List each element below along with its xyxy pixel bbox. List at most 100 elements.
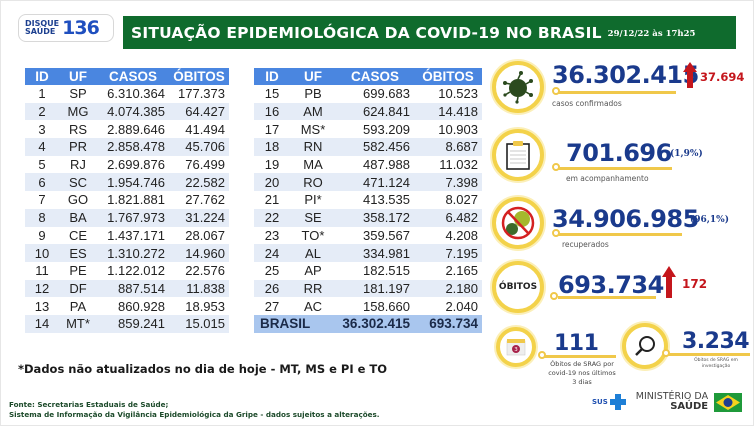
cell-casos: 860.928 bbox=[118, 298, 165, 314]
cell-casos: 1.122.012 bbox=[107, 263, 165, 279]
cell-uf: RO bbox=[290, 173, 336, 192]
table-row: 26 RR 181.197 2.180 bbox=[254, 279, 482, 298]
underline-dot bbox=[552, 229, 560, 237]
deaths-badge: ÓBITOS bbox=[498, 282, 538, 292]
underline bbox=[558, 296, 656, 299]
deaths-delta: 172 bbox=[682, 277, 708, 291]
cell-id: 6 bbox=[25, 173, 59, 192]
cell-obitos: 64.427 bbox=[169, 102, 229, 121]
recovered-value: 34.906.985 bbox=[552, 205, 699, 233]
up-arrow-icon bbox=[662, 266, 676, 298]
table-row: 15 PB 699.683 10.523 bbox=[254, 85, 482, 103]
sus-cross-icon bbox=[609, 394, 626, 410]
table-row: 17 MS* 593.209 10.903 bbox=[254, 120, 482, 138]
cell-obitos: 28.067 bbox=[185, 227, 225, 243]
cell-casos: 582.456 bbox=[336, 138, 414, 156]
up-arrow-icon bbox=[683, 62, 697, 88]
total-obitos: 693.734 bbox=[414, 314, 482, 333]
cell-id: 4 bbox=[25, 138, 59, 156]
cell-id: 22 bbox=[254, 208, 290, 227]
table-row: 25 AP 182.515 2.165 bbox=[254, 262, 482, 280]
cell-casos: 1.437.171 bbox=[107, 227, 165, 243]
virus-icon bbox=[503, 71, 533, 104]
cell-casos: 2.889.646 bbox=[107, 121, 165, 137]
table-row: 18 RN 582.456 8.687 bbox=[254, 138, 482, 156]
cell-casos: 1.310.272 bbox=[97, 244, 169, 262]
underline-dot bbox=[662, 349, 670, 357]
cell-obitos: 8.687 bbox=[414, 138, 482, 156]
table-row: 8 BA 1.767.973 31.224 bbox=[25, 208, 229, 227]
cell-obitos: 22.582 bbox=[169, 173, 229, 192]
table-row: 9 CE 1.437.171 28.067 bbox=[25, 227, 229, 245]
cell-casos: 1.767.973 bbox=[97, 208, 169, 227]
cell-obitos: 2.165 bbox=[445, 263, 478, 279]
table-row: 10 ES 1.310.272 14.960 bbox=[25, 244, 229, 262]
underline bbox=[544, 355, 616, 358]
cell-id: 16 bbox=[254, 102, 290, 121]
cell-id: 14 bbox=[25, 314, 59, 333]
ministry-line2: SAÚDE bbox=[670, 401, 709, 412]
table-row: 16 AM 624.841 14.418 bbox=[254, 102, 482, 121]
srag-recent-label-l2: covid-19 nos últimos bbox=[548, 369, 616, 377]
cell-obitos: 7.195 bbox=[414, 244, 482, 262]
deaths-value: 693.734 bbox=[558, 271, 664, 299]
col-header-obitos: ÓBITOS bbox=[414, 68, 482, 85]
cell-id: 19 bbox=[264, 157, 280, 173]
srag-recent-label-l3: 3 dias bbox=[572, 378, 592, 386]
table-header-row: ID UF CASOS ÓBITOS bbox=[254, 68, 482, 85]
recovered-pct: (96,1%) bbox=[690, 215, 729, 225]
footnote: *Dados não atualizados no dia de hoje - … bbox=[18, 362, 388, 376]
deaths-icon-circle: ÓBITOS bbox=[492, 261, 544, 313]
cell-id: 1 bbox=[38, 86, 46, 102]
logo-line2: SAÚDE bbox=[25, 27, 56, 36]
cell-uf: TO* bbox=[301, 227, 325, 243]
cell-id: 24 bbox=[254, 244, 290, 262]
cell-obitos: 22.576 bbox=[185, 263, 225, 279]
cell-casos: 181.197 bbox=[336, 279, 414, 298]
table-row: 12 DF 887.514 11.838 bbox=[25, 279, 229, 298]
recovered-label: recuperados bbox=[562, 240, 609, 249]
cell-uf: CE bbox=[68, 227, 88, 243]
magnifier-icon bbox=[635, 336, 655, 356]
srag-investigation-label-l1: Óbitos de SRAG em bbox=[694, 358, 738, 363]
title-bar: SITUAÇÃO EPIDEMIOLÓGICA DA COVID-19 NO B… bbox=[123, 16, 736, 49]
cell-id: 20 bbox=[254, 173, 290, 192]
table-row: 22 SE 358.172 6.482 bbox=[254, 208, 482, 227]
logo-text: DISQUE SAÚDE bbox=[25, 20, 59, 36]
underline-dot bbox=[538, 351, 546, 359]
cell-id: 25 bbox=[264, 263, 280, 279]
cell-casos: 487.988 bbox=[363, 157, 410, 173]
srag-investigation-label: Óbitos de SRAG em investigação bbox=[682, 358, 750, 370]
cell-casos: 6.310.364 bbox=[107, 86, 165, 102]
col-header-obitos: ÓBITOS bbox=[169, 68, 229, 85]
underline bbox=[668, 353, 750, 356]
table-row: 7 GO 1.821.881 27.762 bbox=[25, 191, 229, 209]
cell-id: 5 bbox=[38, 157, 46, 173]
table-row: 2 MG 4.074.385 64.427 bbox=[25, 102, 229, 121]
cell-obitos: 14.960 bbox=[169, 244, 229, 262]
cell-id: 11 bbox=[35, 263, 49, 279]
cell-obitos: 18.953 bbox=[185, 298, 225, 314]
monitoring-pct: (1,9%) bbox=[670, 149, 703, 159]
cell-id: 10 bbox=[25, 244, 59, 262]
cell-id: 27 bbox=[264, 298, 280, 314]
cell-uf: BA bbox=[59, 208, 97, 227]
cell-uf: MT* bbox=[59, 314, 97, 333]
cell-casos: 887.514 bbox=[97, 279, 169, 298]
monitoring-label: em acompanhamento bbox=[566, 174, 649, 183]
disque-saude-logo: DISQUE SAÚDE 136 bbox=[18, 14, 114, 42]
cell-obitos: 76.499 bbox=[185, 157, 225, 173]
table-row: 13 PA 860.928 18.953 bbox=[25, 297, 229, 315]
cell-obitos: 27.762 bbox=[185, 192, 225, 208]
calendar-day: 3 bbox=[514, 347, 518, 353]
cell-id: 9 bbox=[38, 227, 46, 243]
cell-uf: AP bbox=[304, 263, 322, 279]
cell-uf: PI* bbox=[304, 192, 322, 208]
cell-obitos: 177.373 bbox=[178, 86, 225, 102]
cell-casos: 158.660 bbox=[363, 298, 410, 314]
underline-dot bbox=[552, 163, 560, 171]
col-header-casos: CASOS bbox=[97, 68, 169, 85]
cell-id: 7 bbox=[38, 192, 46, 208]
srag-recent-label-l1: Óbitos de SRAG por bbox=[550, 360, 614, 368]
total-casos: 36.302.415 bbox=[336, 314, 414, 333]
